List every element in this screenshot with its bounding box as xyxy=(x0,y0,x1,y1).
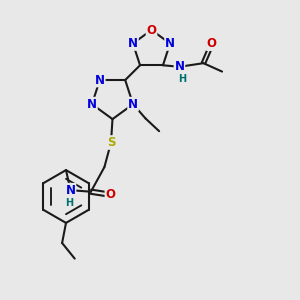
Text: N: N xyxy=(165,37,175,50)
Text: N: N xyxy=(87,98,97,111)
Text: H: H xyxy=(65,198,73,208)
Text: N: N xyxy=(175,60,184,73)
Text: S: S xyxy=(107,136,115,149)
Text: O: O xyxy=(105,188,116,201)
Text: N: N xyxy=(128,98,138,111)
Text: O: O xyxy=(146,23,157,37)
Text: N: N xyxy=(128,37,138,50)
Text: N: N xyxy=(65,184,76,197)
Text: O: O xyxy=(207,37,217,50)
Text: H: H xyxy=(178,74,186,84)
Text: N: N xyxy=(95,74,105,86)
